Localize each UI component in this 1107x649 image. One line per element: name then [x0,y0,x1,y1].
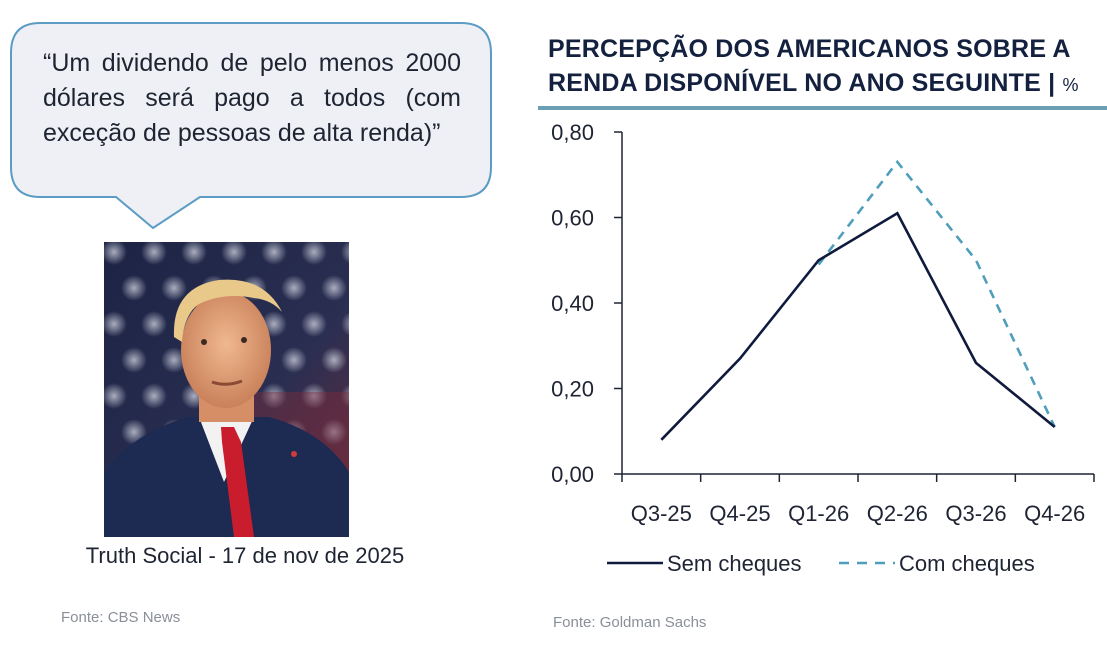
y-axis-ticks: 0,00 0,20 0,40 0,60 0,80 [551,120,622,487]
bokeh-dot [281,275,307,301]
bokeh-dot [301,311,327,337]
bokeh-dot [221,242,247,265]
x-tick-label: Q3-25 [631,501,692,526]
bokeh-dot [121,347,147,373]
x-tick-label: Q2-26 [867,501,928,526]
y-tick-label: 0,60 [551,206,594,231]
photo-caption: Truth Social - 17 de nov de 2025 [85,543,405,568]
speech-bubble [10,22,492,230]
series-line-com-cheques [817,159,1056,428]
bokeh-dot [341,384,349,408]
bokeh-dot [341,242,349,264]
y-tick-label: 0,40 [551,291,594,316]
bokeh-dot [141,242,167,265]
bokeh-dot [301,242,327,265]
chart-title-unit: % [1062,75,1079,95]
bokeh-dot [121,275,147,301]
series-line-sem-cheques [660,211,1056,441]
y-tick-label: 0,80 [551,120,594,145]
photo-source: Fonte: CBS News [61,609,181,626]
chart-title-text: PERCEPÇÃO DOS AMERICANOS SOBRE A RENDA D… [548,35,1070,97]
legend-label: Sem cheques [667,551,802,576]
y-tick-label: 0,20 [551,377,594,402]
bokeh-dot [301,383,327,409]
chart-legend: Sem cheques Com cheques [607,551,1035,576]
bokeh-dot [161,347,187,373]
chart-title: PERCEPÇÃO DOS AMERICANOS SOBRE A RENDA D… [548,32,1088,102]
line-chart: 0,00 0,20 0,40 0,60 0,80 Q3-25 Q4-25 Q1-26 Q2-2… [551,120,1095,576]
x-tick-label: Q1-26 [788,501,849,526]
legend-label: Com cheques [899,551,1035,576]
bokeh-dot [321,419,347,445]
x-tick-label: Q4-26 [1024,501,1085,526]
y-tick-label: 0,00 [551,462,594,487]
bokeh-dot [281,347,307,373]
chart-axes [621,132,1094,475]
x-axis-ticks: Q3-25 Q4-25 Q1-26 Q2-26 Q3-26 Q4-26 [621,474,1095,526]
bokeh-dot [161,275,187,301]
speech-bubble-shape [10,22,492,230]
bokeh-dot [321,275,347,301]
bokeh-dot [141,383,167,409]
bokeh-dot [104,383,127,409]
title-rule [538,106,1107,110]
bokeh-dot [321,347,347,373]
bokeh-dot [104,242,127,265]
bokeh-dot [261,383,287,409]
bokeh-dot [341,312,349,336]
bokeh-dot [104,311,127,337]
quote-text: “Um dividendo de pelo menos 2000 dólares… [43,49,461,147]
chart-source: Fonte: Goldman Sachs [553,614,707,631]
portrait-photo [104,242,349,537]
bokeh-dot [141,311,167,337]
bokeh-dot [261,242,287,265]
x-tick-label: Q4-25 [709,501,770,526]
chart-series [660,159,1056,441]
x-tick-label: Q3-26 [945,501,1006,526]
bokeh-dot [181,242,207,265]
